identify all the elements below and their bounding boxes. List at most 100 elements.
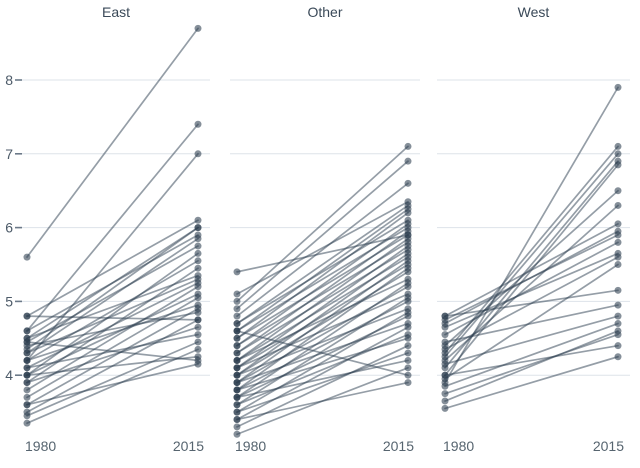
data-point-2015 xyxy=(194,264,202,272)
data-point-1980 xyxy=(23,371,31,379)
data-point-2015 xyxy=(614,187,622,195)
data-point-1980 xyxy=(23,364,31,372)
data-point-2015 xyxy=(614,353,622,361)
data-point-2015 xyxy=(404,371,412,379)
slope-line xyxy=(26,311,199,347)
slope-line xyxy=(26,363,199,406)
data-point-2015 xyxy=(614,231,622,239)
slope-line xyxy=(26,252,199,377)
data-point-2015 xyxy=(194,360,202,368)
data-point-2015 xyxy=(614,261,622,268)
data-point-1980 xyxy=(441,397,449,405)
slope-line xyxy=(236,241,409,347)
data-point-2015 xyxy=(404,179,412,187)
data-point-1980 xyxy=(23,419,31,427)
data-point-2015 xyxy=(194,294,202,302)
slope-line xyxy=(26,245,199,343)
slope-line xyxy=(26,226,199,351)
data-point-2015 xyxy=(194,224,202,232)
slope-line xyxy=(236,219,409,325)
data-point-1980 xyxy=(23,401,31,409)
slope-line xyxy=(236,182,409,318)
slope-line xyxy=(444,263,619,380)
data-point-2015 xyxy=(194,242,202,250)
y-tick-label: 4 xyxy=(5,367,13,383)
data-point-1980 xyxy=(233,379,241,387)
data-point-2015 xyxy=(614,331,622,339)
slope-line xyxy=(236,330,409,377)
slope-line xyxy=(444,252,619,329)
data-point-2015 xyxy=(404,283,412,291)
data-point-2015 xyxy=(614,238,622,246)
data-point-2015 xyxy=(194,316,202,324)
slope-line xyxy=(444,241,619,336)
data-point-1980 xyxy=(233,408,241,416)
data-point-1980 xyxy=(233,364,241,372)
slope-line xyxy=(26,348,199,425)
slope-line xyxy=(26,219,199,318)
data-point-1980 xyxy=(233,342,241,350)
slope-line xyxy=(444,152,619,358)
data-point-1980 xyxy=(441,360,449,368)
slope-line xyxy=(26,234,199,332)
slope-line xyxy=(236,337,409,391)
slope-line xyxy=(26,341,199,362)
data-point-2015 xyxy=(614,342,622,350)
x-tick-label-2015: 2015 xyxy=(173,438,204,454)
data-point-2015 xyxy=(404,342,412,350)
slope-line xyxy=(444,315,619,365)
slope-line xyxy=(26,341,199,417)
data-point-1980 xyxy=(23,327,31,335)
slope-line xyxy=(236,263,409,369)
data-point-2015 xyxy=(404,312,412,320)
panel-title: East xyxy=(102,4,130,20)
slope-line xyxy=(236,315,409,399)
slope-line xyxy=(444,333,619,395)
data-point-2015 xyxy=(614,220,622,228)
data-point-1980 xyxy=(23,356,31,364)
data-point-2015 xyxy=(404,142,412,150)
data-point-1980 xyxy=(23,349,31,357)
data-point-2015 xyxy=(194,308,202,316)
slope-line xyxy=(236,204,409,325)
slope-line xyxy=(236,307,409,377)
data-point-2015 xyxy=(194,331,202,339)
data-point-1980 xyxy=(233,312,241,320)
y-tick-label: 5 xyxy=(5,293,13,309)
data-point-2015 xyxy=(194,150,202,158)
slope-line xyxy=(236,300,409,391)
data-point-1980 xyxy=(233,371,241,379)
slope-line xyxy=(26,274,199,340)
slope-line xyxy=(236,211,409,340)
data-point-1980 xyxy=(441,331,449,339)
data-point-1980 xyxy=(441,382,449,390)
slope-line xyxy=(236,145,409,303)
data-point-2015 xyxy=(194,323,202,331)
slope-line xyxy=(236,234,409,273)
data-point-2015 xyxy=(614,286,622,294)
data-point-1980 xyxy=(441,323,449,331)
data-point-2015 xyxy=(194,338,202,346)
slope-line xyxy=(236,359,409,399)
slope-line xyxy=(236,293,409,369)
data-point-1980 xyxy=(233,290,241,298)
slope-line xyxy=(26,237,199,354)
slope-line xyxy=(236,352,409,413)
data-point-1980 xyxy=(441,390,449,398)
data-point-1980 xyxy=(233,386,241,394)
slope-line xyxy=(26,27,199,258)
data-point-2015 xyxy=(404,356,412,364)
slope-line xyxy=(236,381,409,421)
data-point-2015 xyxy=(614,150,622,158)
data-point-1980 xyxy=(23,393,31,401)
data-point-2015 xyxy=(194,283,202,291)
x-tick-label-2015: 2015 xyxy=(593,438,624,454)
data-point-2015 xyxy=(404,323,412,331)
data-point-1980 xyxy=(441,312,449,320)
slope-line xyxy=(26,315,199,321)
data-point-2015 xyxy=(614,253,622,261)
panel-title: West xyxy=(518,4,550,20)
slope-line xyxy=(444,223,619,318)
